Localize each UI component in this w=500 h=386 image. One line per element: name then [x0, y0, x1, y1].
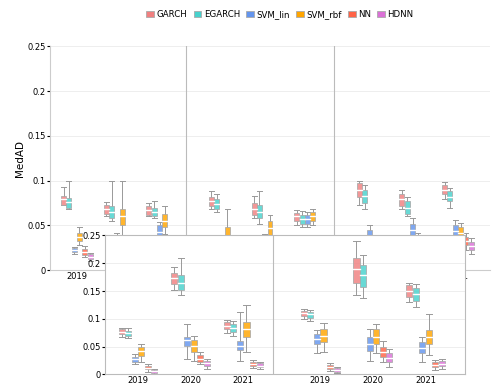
Bar [146, 206, 152, 215]
Bar [305, 215, 310, 223]
Bar [138, 347, 144, 356]
Bar [362, 190, 367, 203]
Text: SSE50: SSE50 [254, 299, 280, 308]
Bar [109, 206, 114, 218]
Bar [152, 370, 158, 373]
Bar [252, 203, 256, 215]
Bar [300, 215, 304, 223]
Bar [157, 225, 162, 236]
Bar [236, 259, 240, 263]
Bar [230, 256, 235, 261]
Bar [88, 254, 92, 259]
Bar [262, 239, 267, 248]
Bar [268, 221, 272, 236]
Bar [419, 342, 425, 353]
Bar [360, 265, 366, 286]
Bar [256, 363, 262, 367]
Bar [278, 254, 283, 259]
Bar [184, 337, 190, 345]
Bar [125, 240, 130, 250]
Bar [104, 205, 108, 214]
Bar [432, 362, 438, 367]
Text: ChiNext: ChiNext [398, 299, 432, 308]
Bar [152, 208, 156, 217]
Bar [214, 200, 219, 209]
Bar [273, 251, 278, 258]
Bar [66, 198, 71, 208]
Bar [368, 230, 372, 242]
Bar [220, 247, 224, 254]
Bar [225, 227, 230, 243]
Bar [468, 242, 473, 251]
Bar [145, 366, 151, 369]
Bar [400, 194, 404, 206]
Bar [61, 196, 66, 205]
Bar [354, 258, 360, 283]
Bar [120, 209, 124, 225]
Bar [327, 365, 333, 369]
Bar [230, 324, 236, 332]
Bar [209, 197, 214, 206]
Bar [301, 311, 307, 316]
Bar [410, 223, 415, 236]
Bar [439, 361, 445, 366]
Bar [357, 183, 362, 197]
Bar [380, 347, 386, 357]
Bar [458, 227, 463, 239]
Text: CSI300: CSI300 [104, 299, 134, 308]
Legend: GARCH, EGARCH, SVM_lin, SVM_rbf, NN, HDNN: GARCH, EGARCH, SVM_lin, SVM_rbf, NN, HDN… [143, 6, 417, 22]
Bar [72, 248, 76, 252]
Bar [334, 368, 340, 372]
Bar [168, 251, 172, 257]
Bar [412, 288, 418, 301]
Bar [310, 212, 315, 221]
Bar [250, 362, 256, 366]
Bar [366, 337, 372, 351]
Bar [132, 357, 138, 362]
Bar [373, 329, 379, 344]
Bar [257, 205, 262, 218]
Bar [442, 185, 447, 194]
Bar [198, 355, 203, 362]
Bar [173, 256, 178, 261]
Bar [294, 213, 299, 221]
Bar [384, 246, 388, 254]
Y-axis label: MedAD: MedAD [14, 140, 24, 177]
Bar [191, 340, 197, 352]
Bar [125, 330, 131, 335]
Bar [416, 236, 420, 246]
Bar [244, 322, 250, 337]
Bar [386, 353, 392, 362]
Bar [114, 236, 119, 245]
Bar [162, 214, 168, 227]
Bar [378, 240, 383, 251]
Bar [77, 233, 82, 240]
Bar [118, 329, 124, 334]
Bar [204, 361, 210, 366]
Bar [453, 225, 458, 236]
Bar [405, 201, 409, 214]
Bar [426, 330, 432, 344]
Bar [448, 191, 452, 201]
Bar [420, 240, 426, 251]
Bar [308, 312, 314, 318]
Bar [321, 254, 326, 259]
Bar [406, 286, 412, 296]
Bar [426, 246, 431, 254]
Bar [82, 249, 87, 255]
Bar [224, 322, 230, 329]
Bar [314, 334, 320, 344]
Bar [316, 253, 320, 259]
Bar [372, 240, 378, 252]
Bar [130, 248, 135, 254]
Bar [237, 341, 243, 350]
Bar [178, 276, 184, 290]
Bar [320, 329, 326, 342]
Bar [171, 273, 177, 284]
Bar [464, 237, 468, 245]
